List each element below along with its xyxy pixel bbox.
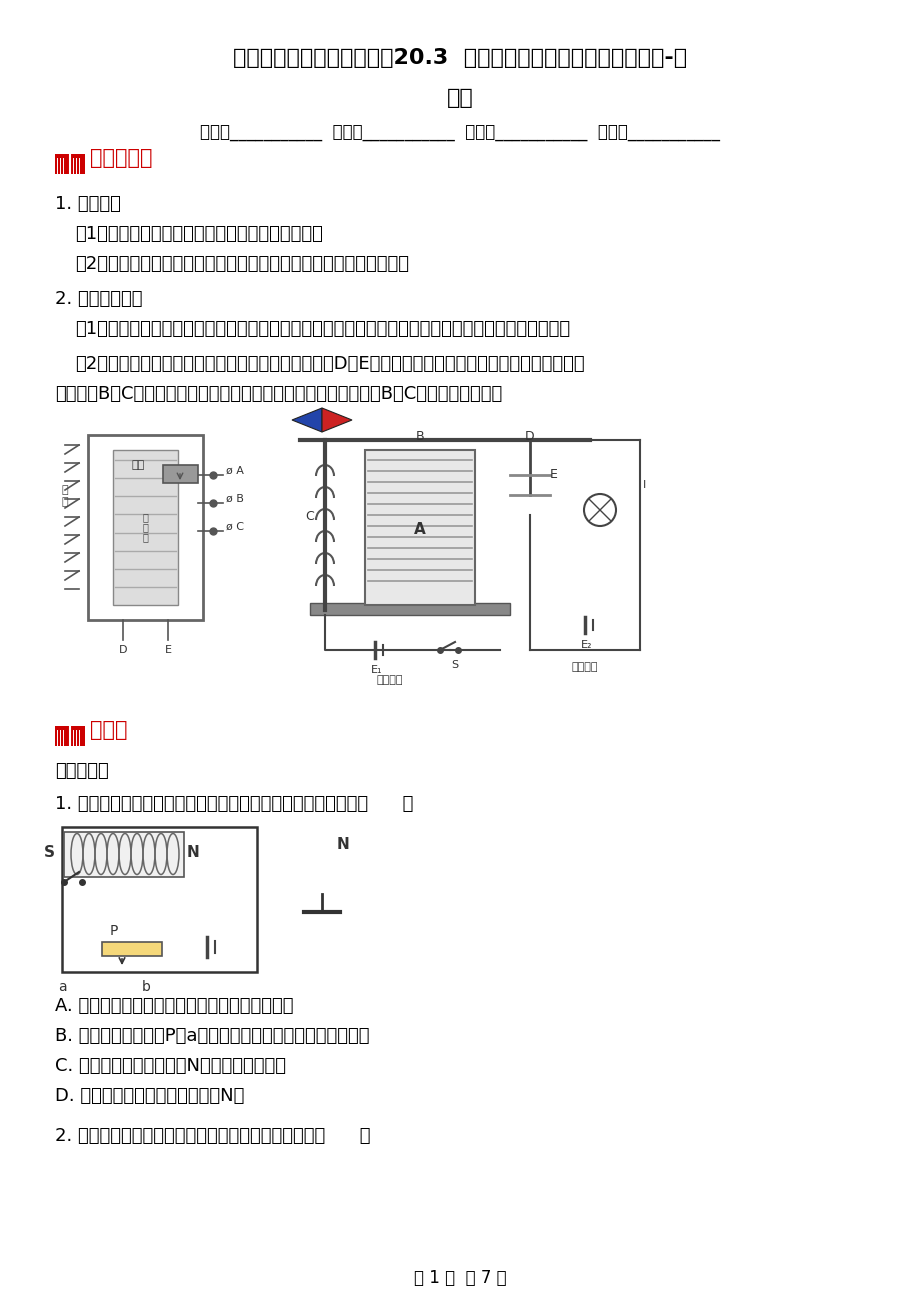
- Bar: [310, 603, 509, 615]
- Text: 一、选择题: 一、选择题: [55, 762, 108, 780]
- Text: 1. 如图所示，小磁针置于电磁铁的右侧，下列叙述中正确的是（      ）: 1. 如图所示，小磁针置于电磁铁的右侧，下列叙述中正确的是（ ）: [55, 796, 413, 812]
- Text: a: a: [58, 980, 66, 993]
- Bar: [55, 154, 69, 174]
- Text: 知识点回顾: 知识点回顾: [90, 148, 153, 168]
- Text: 吸下，使B、C两个接线柱所连的触点接通，较大的电流就可以通过B、C带动机器工作了。: 吸下，使B、C两个接线柱所连的触点接通，较大的电流就可以通过B、C带动机器工作了…: [55, 385, 502, 404]
- Bar: [71, 727, 85, 746]
- Polygon shape: [322, 408, 352, 432]
- Text: A: A: [414, 522, 425, 536]
- Text: （1）有电流通过时有磁性，没有电流时失去磁性。: （1）有电流通过时有磁性，没有电流时失去磁性。: [75, 225, 323, 243]
- Text: 控制电路: 控制电路: [377, 674, 403, 685]
- Bar: [88, 435, 203, 620]
- Bar: [102, 943, 162, 956]
- Text: （2）工作原理（如下图）：当较低的电压加在接线柱D、E两端，较小的电流通过线圈时，电磁铁把衔铁: （2）工作原理（如下图）：当较低的电压加在接线柱D、E两端，较小的电流通过线圈时…: [75, 355, 584, 372]
- Text: D: D: [525, 430, 534, 443]
- Bar: [64, 832, 184, 878]
- Text: 衔铁: 衔铁: [131, 460, 144, 470]
- Text: 学校：___________  班级：___________  姓名：___________  考号：___________: 学校：___________ 班级：___________ 姓名：_______…: [199, 124, 720, 142]
- Text: A. 闭合开关前，电磁铁与小磁针间没有力的作用: A. 闭合开关前，电磁铁与小磁针间没有力的作用: [55, 997, 293, 1016]
- Text: D. 闭合开关后，电磁铁的左端为N极: D. 闭合开关后，电磁铁的左端为N极: [55, 1087, 244, 1105]
- Text: N: N: [336, 837, 349, 852]
- Text: ø C: ø C: [226, 522, 244, 533]
- Text: B: B: [415, 430, 424, 443]
- Text: E₂: E₂: [581, 641, 592, 650]
- Text: 2. 如图所示，是研究电磁铁实验，下列说法正确的是（      ）: 2. 如图所示，是研究电磁铁实验，下列说法正确的是（ ）: [55, 1128, 370, 1144]
- Bar: [163, 465, 198, 483]
- Text: S: S: [451, 660, 458, 671]
- Text: 电: 电: [142, 512, 148, 522]
- Text: C. 闭合开关后，小磁针的N极将旋转指向右方: C. 闭合开关后，小磁针的N极将旋转指向右方: [55, 1057, 286, 1075]
- Text: 弹: 弹: [62, 486, 68, 495]
- Text: E₁: E₁: [371, 665, 382, 674]
- Text: I: I: [642, 480, 645, 490]
- Text: b: b: [142, 980, 151, 993]
- Text: 人教版九年级物理全一册《20.3  电磁铁、电磁继电器》同步训练题-带: 人教版九年级物理全一册《20.3 电磁铁、电磁继电器》同步训练题-带: [233, 48, 686, 68]
- Text: S: S: [44, 845, 55, 861]
- Bar: [71, 154, 85, 174]
- Text: N: N: [187, 845, 199, 861]
- Bar: [113, 450, 177, 605]
- Text: B. 闭合开关后，滑片P向a移动时电磁铁与小磁针的作用力不变: B. 闭合开关后，滑片P向a移动时电磁铁与小磁针的作用力不变: [55, 1027, 369, 1046]
- Text: 簧: 簧: [62, 497, 68, 506]
- Text: 铁: 铁: [142, 533, 148, 542]
- Text: 答案: 答案: [446, 89, 473, 108]
- Text: （1）定义：继电器是利用低电压、弱电流电路的通断，来间接地控制高电压、强电流电路通断的装置。: （1）定义：继电器是利用低电压、弱电流电路的通断，来间接地控制高电压、强电流电路…: [75, 320, 570, 339]
- Text: C: C: [305, 510, 314, 523]
- Text: D: D: [119, 644, 127, 655]
- Text: E: E: [165, 644, 171, 655]
- Text: ø A: ø A: [226, 466, 244, 477]
- Text: ø B: ø B: [226, 493, 244, 504]
- Text: 练习题: 练习题: [90, 720, 128, 740]
- Text: E: E: [550, 469, 557, 482]
- Text: 工作电路: 工作电路: [571, 661, 597, 672]
- Text: 1. 电磁铁：: 1. 电磁铁：: [55, 195, 120, 214]
- Text: 磁: 磁: [142, 522, 148, 533]
- Text: P: P: [110, 924, 119, 937]
- Bar: [365, 450, 474, 605]
- Polygon shape: [291, 408, 322, 432]
- Bar: [62, 827, 256, 973]
- Text: 第 1 页  共 7 页: 第 1 页 共 7 页: [414, 1269, 505, 1286]
- Text: （2）电磁铁磁性的决定因素：电流的强弱、线圈的匝数、有无铁芯。: （2）电磁铁磁性的决定因素：电流的强弱、线圈的匝数、有无铁芯。: [75, 255, 409, 273]
- Bar: [55, 727, 69, 746]
- Text: 2. 电磁继电器：: 2. 电磁继电器：: [55, 290, 142, 309]
